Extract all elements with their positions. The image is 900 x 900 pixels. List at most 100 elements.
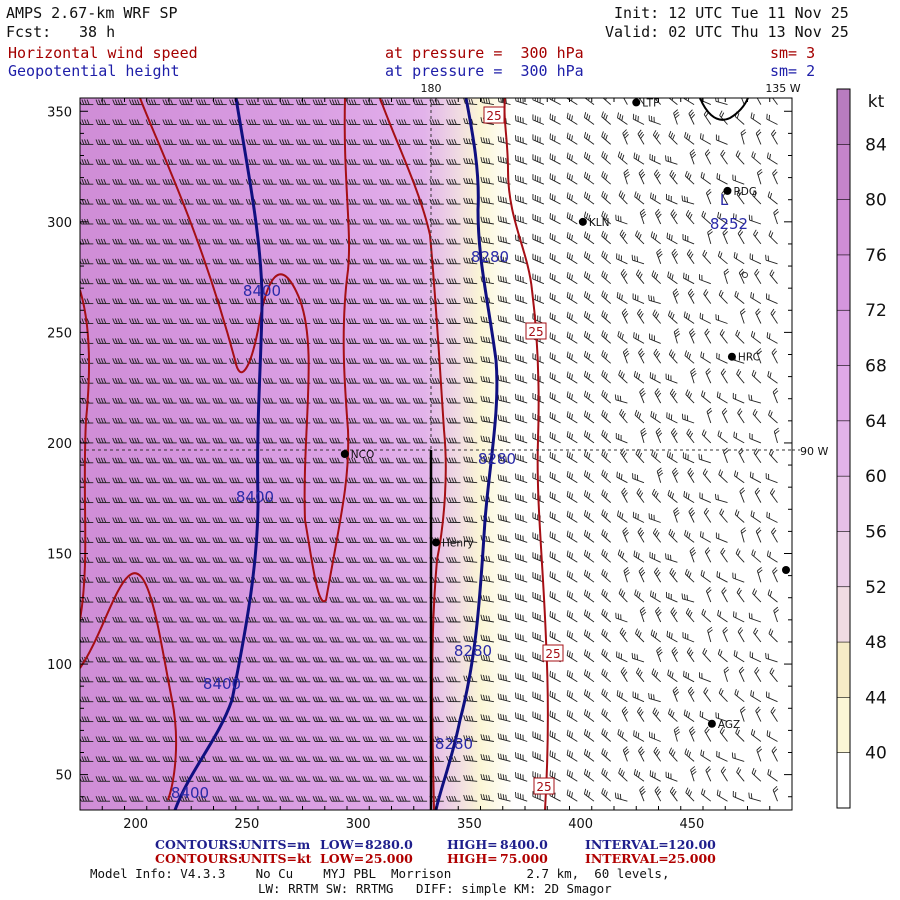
station-marker — [432, 538, 440, 547]
wind-barb — [162, 716, 177, 723]
wind-barb — [128, 716, 144, 723]
colorbar-tick-label: 40 — [865, 744, 887, 764]
field1-name: Horizontal wind speed — [8, 44, 198, 62]
wind-barb — [212, 119, 227, 125]
colorbar-swatch — [837, 697, 850, 754]
wind-barb — [229, 616, 244, 623]
wind-barb — [95, 796, 110, 802]
wind-barb — [95, 537, 110, 543]
wind-barb — [162, 218, 177, 225]
wind-barb — [95, 338, 110, 344]
wind-barb — [212, 278, 227, 285]
colorbar-tick-label: 84 — [865, 135, 887, 155]
wind-barb — [128, 179, 144, 185]
height-contour-label: 8280 — [478, 450, 516, 468]
station-marker — [707, 719, 716, 728]
station-marker — [578, 217, 587, 226]
wind-barb — [179, 577, 194, 583]
wind-barb — [212, 537, 227, 543]
wind-barb — [212, 198, 227, 205]
wind-barb — [262, 198, 277, 205]
wind-barb — [229, 437, 244, 444]
wind-barb — [162, 378, 177, 384]
wind-barb — [229, 139, 244, 145]
wind-barb — [112, 756, 127, 762]
wind-barb — [95, 596, 110, 603]
wind-barb — [212, 397, 227, 404]
wind-barb — [262, 218, 277, 225]
wind-barb — [145, 378, 161, 384]
wind-barb — [229, 318, 244, 324]
wind-barb — [95, 238, 110, 245]
wind-barb — [112, 417, 127, 424]
station-label: KLN — [589, 217, 610, 229]
wind-barb — [212, 656, 227, 663]
wind-barb — [179, 139, 194, 145]
wind-barb — [195, 557, 211, 563]
colorbar-swatch — [837, 642, 850, 698]
wind-barb — [229, 656, 244, 663]
height-contour-label: 8400 — [243, 282, 281, 300]
contour2-interval: 25.000 — [668, 851, 716, 866]
wind-barb — [212, 258, 227, 265]
wind-barb — [95, 457, 110, 464]
station-label: RDG — [733, 186, 757, 198]
y-tick-label: 150 — [47, 548, 72, 563]
wind-barb — [229, 736, 244, 742]
wind-barb — [128, 736, 144, 742]
wind-barb — [95, 437, 110, 444]
colorbar-tick-label: 56 — [865, 522, 887, 542]
station-label: AGZ — [718, 719, 740, 731]
wind-barb — [80, 139, 94, 145]
wind-barb — [195, 437, 211, 444]
wind-barb — [212, 636, 227, 643]
wind-barb — [128, 437, 144, 444]
wind-barb — [112, 796, 127, 802]
wind-barb — [229, 238, 244, 245]
wind-barb — [145, 99, 161, 106]
wind-barb — [195, 159, 211, 165]
wind-barb — [162, 298, 177, 305]
contour2-high: 75.000 — [500, 851, 548, 866]
wind-barb — [145, 417, 161, 424]
wind-barb — [112, 179, 127, 185]
wind-barb — [128, 397, 144, 404]
wind-barb — [145, 696, 161, 703]
wind-barb — [145, 159, 161, 165]
wind-barb — [112, 159, 127, 165]
wind-barb — [145, 258, 161, 265]
wind-barb — [195, 676, 211, 683]
wind-barb — [162, 557, 177, 563]
wind-barb — [229, 298, 244, 305]
wind-barb — [212, 417, 227, 424]
wind-barb — [229, 497, 244, 504]
wind-barb — [195, 198, 211, 205]
wind-barb — [95, 517, 110, 523]
station-marker — [727, 352, 736, 361]
colorbar-unit: kt — [868, 92, 885, 112]
wind-barb — [245, 99, 261, 106]
wind-barb — [145, 537, 161, 543]
wind-barb — [262, 318, 277, 324]
wind-barb — [212, 139, 227, 145]
wind-barb — [162, 318, 177, 324]
valid-time: Valid: 02 UTC Thu 13 Nov 25 — [605, 23, 849, 41]
field1-level: at pressure = 300 hPa — [385, 44, 584, 62]
wind-barb — [162, 736, 177, 742]
wind-barb — [112, 298, 127, 305]
colorbar-tick-label: 44 — [865, 688, 887, 708]
wind-barb — [128, 676, 144, 683]
wind-barb — [195, 318, 211, 324]
wind-barb — [112, 497, 127, 504]
contour2-low: 25.000 — [365, 851, 413, 866]
wind-barb — [112, 636, 127, 643]
field2-smoothing: sm= 2 — [770, 62, 816, 80]
wind-barb — [179, 238, 194, 245]
wind-barb — [162, 258, 177, 265]
wind-barb — [145, 557, 161, 563]
wind-barb — [95, 218, 110, 225]
wind-barb — [112, 656, 127, 663]
wind-barb — [112, 378, 127, 384]
wind-barb — [179, 497, 194, 504]
wind-barb — [95, 577, 110, 583]
